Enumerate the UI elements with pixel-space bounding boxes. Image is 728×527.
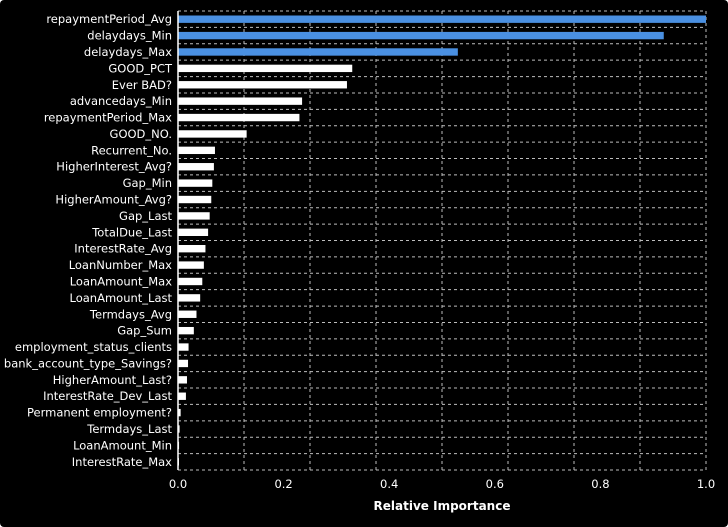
bar [178, 212, 210, 220]
bar [178, 113, 300, 122]
category-label: Ever BAD? [112, 78, 172, 92]
bar [178, 425, 180, 433]
bar [178, 228, 209, 236]
bar [178, 376, 187, 384]
category-label: delaydays_Min [87, 29, 172, 43]
category-label: InterestRate_Avg [74, 242, 172, 256]
bar [178, 179, 213, 187]
x-tick-label: 0.4 [380, 477, 398, 491]
category-label: LoanNumber_Max [69, 258, 172, 272]
category-label: InterestRate_Max [72, 455, 172, 469]
x-tick-label: 0.2 [274, 477, 292, 491]
bar [178, 97, 303, 105]
category-label: GOOD_PCT [108, 61, 173, 75]
category-label: HigherInterest_Avg? [56, 160, 172, 174]
bar [178, 392, 186, 400]
grid-layer [178, 10, 707, 471]
category-label: Termdays_Last [86, 422, 172, 436]
bar [178, 343, 189, 351]
x-tick-labels: 0.0 0.2 0.4 0.6 0.8 1.0 [169, 477, 715, 491]
bar [178, 261, 204, 269]
category-label: LoanAmount_Max [70, 274, 172, 288]
x-tick-label: 1.0 [697, 477, 715, 491]
bar [178, 326, 194, 335]
x-tick-label: 0.8 [591, 477, 609, 491]
bars-layer [178, 15, 706, 466]
bar [178, 15, 706, 23]
x-axis-title: Relative Importance [374, 499, 511, 513]
category-label: TotalDue_Last [91, 225, 172, 239]
x-tick-label: 0.0 [169, 477, 187, 491]
bar [178, 310, 197, 318]
category-label: Gap_Last [119, 209, 172, 223]
category-label: delaydays_Max [84, 45, 172, 59]
bar [178, 64, 353, 73]
bar [178, 294, 201, 302]
bar [178, 359, 189, 368]
category-label: employment_status_clients [15, 340, 172, 354]
category-label: HigherAmount_Avg? [55, 193, 172, 207]
bar [178, 245, 206, 253]
category-label: Termdays_Avg [89, 307, 172, 321]
category-label: Gap_Min [123, 176, 172, 190]
category-label: GOOD_NO. [110, 127, 172, 141]
bar [178, 130, 247, 138]
category-label: InterestRate_Dev_Last [43, 389, 172, 403]
bar [178, 195, 212, 204]
category-label: Permanent employment? [27, 406, 172, 420]
bar [178, 48, 458, 56]
x-tick-label: 0.6 [486, 477, 504, 491]
category-label: LoanAmount_Last [70, 291, 173, 305]
category-label: bank_account_type_Savings? [4, 356, 172, 370]
bar [178, 277, 203, 286]
category-label: Recurrent_No. [91, 143, 172, 157]
category-labels: repaymentPeriod_Avg delaydays_Min delayday… [4, 12, 173, 469]
bar [178, 408, 181, 417]
bar [178, 146, 215, 155]
bar [178, 31, 664, 40]
category-label: repaymentPeriod_Max [44, 111, 172, 125]
category-label: LoanAmount_Min [73, 438, 172, 452]
bar [178, 163, 214, 171]
category-label: Gap_Sum [117, 324, 172, 338]
category-label: advancedays_Min [70, 94, 172, 108]
category-label: repaymentPeriod_Avg [46, 12, 172, 26]
bar [178, 81, 347, 89]
category-label: HigherAmount_Last? [53, 373, 172, 387]
